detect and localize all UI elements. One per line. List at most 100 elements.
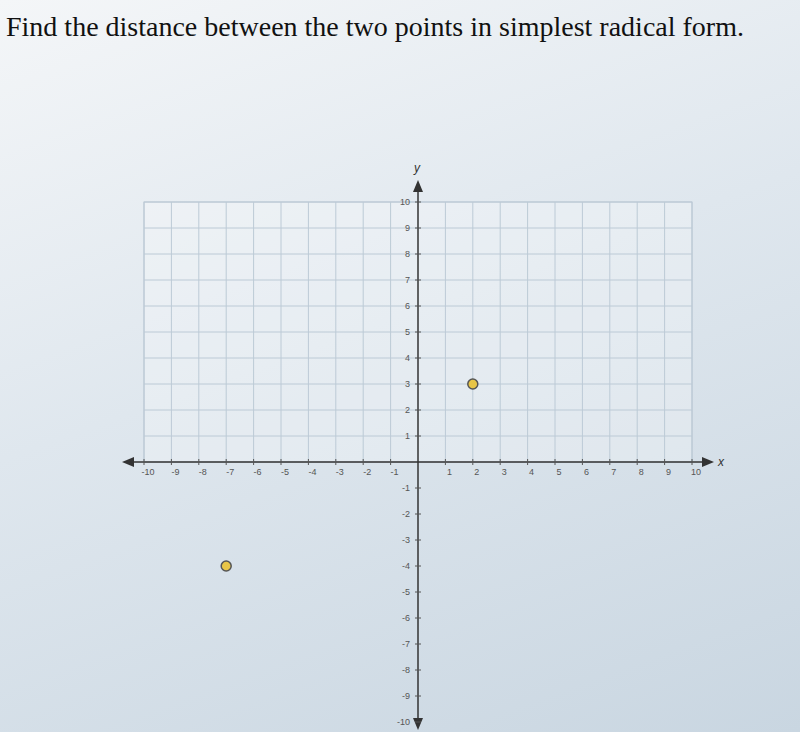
tick: [415, 722, 421, 723]
tick-label: 6: [405, 301, 410, 311]
tick-label: -7: [226, 467, 234, 477]
grid-line: [144, 254, 692, 255]
tick: [445, 459, 446, 465]
tick-label: 6: [584, 467, 589, 477]
tick: [308, 459, 309, 465]
tick-label: 1: [447, 467, 452, 477]
tick-label: -4: [308, 467, 316, 477]
tick-label: -5: [281, 467, 289, 477]
tick: [144, 459, 145, 465]
grid-line: [144, 384, 692, 385]
tick: [415, 618, 421, 619]
tick-label: -2: [402, 509, 410, 519]
tick: [415, 228, 421, 229]
tick: [415, 254, 421, 255]
tick-label: -3: [336, 467, 344, 477]
tick: [415, 384, 421, 385]
axis-label: x: [717, 455, 725, 469]
tick-label: 5: [405, 327, 410, 337]
points: [221, 379, 478, 571]
tick-label: 5: [556, 467, 561, 477]
grid-line: [144, 306, 692, 307]
tick-label: 2: [474, 467, 479, 477]
coordinate-plane: -10 -9 -8 -7 -6 -5 -4 -3 -2 -1 1 2 3 4 5 6 7 8 9 10 -10 -9 -8 -…: [0, 0, 800, 732]
tick-label: 9: [405, 223, 410, 233]
grid-line: [144, 228, 692, 229]
tick-label: 4: [529, 467, 534, 477]
tick: [390, 459, 391, 465]
tick: [415, 280, 421, 281]
tick-label: 10: [400, 197, 410, 207]
tick: [415, 644, 421, 645]
point: [468, 379, 478, 389]
tick: [226, 459, 227, 465]
tick-label: 2: [405, 405, 410, 415]
axes: -10 -9 -8 -7 -6 -5 -4 -3 -2 -1 1 2 3 4 5 6 7 8 9 10 -10 -9 -8 -…: [122, 161, 725, 730]
tick: [415, 436, 421, 437]
grid-line: [144, 280, 692, 281]
tick-label: 3: [502, 467, 507, 477]
tick: [171, 459, 172, 465]
tick-label: -5: [402, 587, 410, 597]
tick: [415, 202, 421, 203]
arrow: [413, 718, 423, 730]
tick-label: -8: [199, 467, 207, 477]
axis-label: y: [413, 161, 421, 175]
page: {"chart_data": {"type": "scatter", "titl…: [0, 0, 800, 732]
tick-label: -7: [402, 639, 410, 649]
tick: [253, 459, 254, 465]
tick: [415, 670, 421, 671]
tick-label: 9: [666, 467, 671, 477]
tick: [555, 459, 556, 465]
tick-label: -8: [402, 665, 410, 675]
point: [221, 561, 231, 571]
tick: [281, 459, 282, 465]
tick-label: -6: [254, 467, 262, 477]
tick-label: -3: [402, 535, 410, 545]
tick: [415, 566, 421, 567]
grid-line: [144, 332, 692, 333]
tick: [415, 410, 421, 411]
grid-line: [144, 202, 692, 203]
arrow: [702, 457, 714, 467]
tick: [472, 459, 473, 465]
tick: [415, 514, 421, 515]
tick-label: -9: [402, 691, 410, 701]
tick: [415, 332, 421, 333]
tick-label: -6: [402, 613, 410, 623]
tick: [692, 459, 693, 465]
tick: [198, 459, 199, 465]
tick-label: -10: [397, 717, 410, 727]
tick-label: -9: [171, 467, 179, 477]
tick: [415, 358, 421, 359]
tick: [609, 459, 610, 465]
tick: [664, 459, 665, 465]
tick-label: -4: [402, 561, 410, 571]
tick-label: 10: [691, 467, 701, 477]
tick-label: 3: [405, 379, 410, 389]
arrow: [413, 180, 423, 192]
tick-label: 8: [405, 249, 410, 259]
tick-label: -1: [402, 483, 410, 493]
tick-label: -2: [363, 467, 371, 477]
tick: [527, 459, 528, 465]
grid-line: [144, 410, 692, 411]
grid-line: [144, 436, 692, 437]
tick-label: -1: [391, 467, 399, 477]
tick-label: -10: [141, 467, 154, 477]
tick-label: 1: [405, 431, 410, 441]
tick-label: 8: [639, 467, 644, 477]
tick: [582, 459, 583, 465]
tick: [415, 488, 421, 489]
tick-label: 7: [405, 275, 410, 285]
question: Find the distance between the two points…: [6, 10, 798, 44]
tick: [415, 306, 421, 307]
tick: [415, 696, 421, 697]
tick-label: 7: [611, 467, 616, 477]
tick-label: 4: [405, 353, 410, 363]
y-axis: [417, 184, 419, 726]
grid-line: [144, 358, 692, 359]
tick: [335, 459, 336, 465]
arrow: [122, 457, 134, 467]
tick: [415, 592, 421, 593]
